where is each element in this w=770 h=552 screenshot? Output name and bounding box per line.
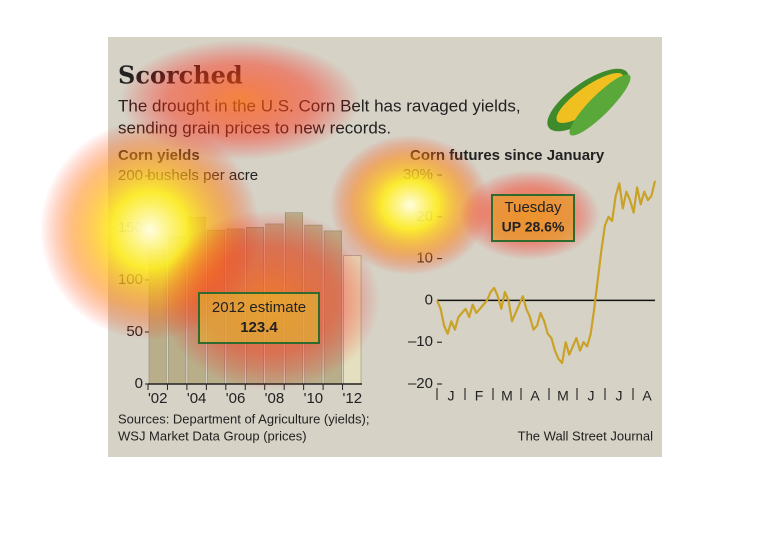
x-tick-label: '10 bbox=[304, 390, 324, 407]
subtitle: The drought in the U.S. Corn Belt has ra… bbox=[118, 96, 521, 115]
y-tick-label: 50 bbox=[126, 323, 143, 340]
x-tick-label: A bbox=[642, 388, 652, 404]
y-tick-label: –10 bbox=[408, 333, 433, 350]
annotation: Tuesday bbox=[505, 199, 562, 216]
y-tick-label: 0 bbox=[135, 375, 143, 392]
annotation-box bbox=[491, 194, 575, 242]
chart-title: Corn futures since January bbox=[410, 147, 605, 164]
title: Scorched bbox=[118, 61, 243, 90]
price-line bbox=[435, 180, 657, 365]
x-tick-label: '08 bbox=[265, 390, 285, 407]
y-tick-label: 100 bbox=[118, 271, 143, 288]
subtitle: sending grain prices to new records. bbox=[118, 118, 391, 137]
credit: The Wall Street Journal bbox=[518, 428, 653, 443]
x-tick-label: J bbox=[448, 388, 455, 404]
x-tick-label: '04 bbox=[187, 390, 207, 407]
annotation-box bbox=[198, 292, 320, 344]
annotations: 2012 estimate 123.4 Tuesday UP 28.6% bbox=[198, 194, 575, 344]
y-tick-label: –20 bbox=[408, 375, 433, 392]
bar bbox=[343, 255, 362, 385]
bar bbox=[168, 235, 187, 385]
y-tick-label: 20 bbox=[416, 208, 433, 225]
chart-title: Corn yields bbox=[118, 147, 200, 164]
value-label: UP 28.6% bbox=[502, 219, 565, 235]
x-tick-label: J bbox=[616, 388, 623, 404]
x-tick-label: '02 bbox=[148, 390, 168, 407]
x-tick-label: '12 bbox=[342, 390, 362, 407]
source: Sources: Department of Agriculture (yiel… bbox=[118, 411, 369, 426]
bar bbox=[148, 249, 167, 385]
y-tick-label: 0 bbox=[425, 291, 433, 308]
x-tick-label: M bbox=[501, 388, 513, 404]
y-tick-label: 150 bbox=[118, 219, 143, 236]
bar bbox=[323, 230, 342, 385]
y-tick-label: 10 bbox=[416, 250, 433, 267]
y-tick-label: 30% bbox=[403, 166, 433, 183]
value-label: 123.4 bbox=[240, 319, 278, 336]
y-tick-label: 200 bushels per acre bbox=[118, 167, 258, 184]
source: WSJ Market Data Group (prices) bbox=[118, 428, 307, 443]
annotation: 2012 estimate bbox=[212, 299, 306, 316]
x-tick-label: M bbox=[557, 388, 569, 404]
x-tick-label: F bbox=[475, 388, 484, 404]
x-tick-label: A bbox=[530, 388, 540, 404]
x-tick-label: '06 bbox=[226, 390, 246, 407]
x-tick-label: J bbox=[588, 388, 595, 404]
corn-icon bbox=[547, 68, 631, 136]
